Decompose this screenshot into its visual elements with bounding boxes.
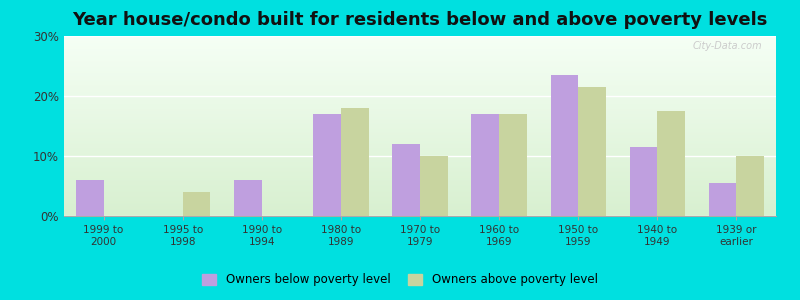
Bar [550,75,578,216]
Bar [341,108,369,216]
Bar [578,87,606,216]
Bar [630,147,658,216]
Bar [471,114,499,216]
Bar [182,192,210,216]
Bar [234,180,262,216]
Bar [709,183,737,216]
Bar [314,114,341,216]
Title: Year house/condo built for residents below and above poverty levels: Year house/condo built for residents bel… [72,11,768,29]
Bar [499,114,526,216]
Legend: Owners below poverty level, Owners above poverty level: Owners below poverty level, Owners above… [198,269,602,291]
Bar [392,144,420,216]
Bar [76,180,103,216]
Bar [420,156,448,216]
Bar [737,156,764,216]
Bar [658,111,685,216]
Text: City-Data.com: City-Data.com [692,41,762,51]
